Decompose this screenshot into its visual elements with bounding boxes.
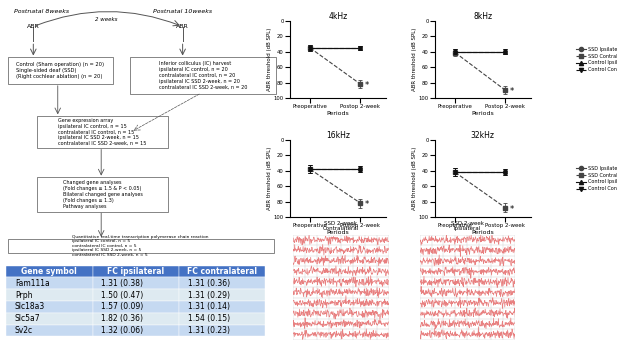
Title: 4kHz: 4kHz: [328, 12, 347, 21]
Text: Control (Sham operation) (n = 20)
Single-sided deaf (SSD)
(Right cochlear ablati: Control (Sham operation) (n = 20) Single…: [17, 62, 104, 79]
Text: Gene expression array
ipsilateral IC control, n = 15
contralateral IC control, n: Gene expression array ipsilateral IC con…: [59, 118, 147, 146]
Text: ABR: ABR: [27, 24, 39, 29]
X-axis label: Periods: Periods: [326, 111, 349, 116]
Y-axis label: ABR threshold (dB SPL): ABR threshold (dB SPL): [267, 147, 272, 210]
FancyBboxPatch shape: [130, 57, 276, 94]
Title: 8kHz: 8kHz: [473, 12, 492, 21]
X-axis label: Periods: Periods: [471, 230, 494, 235]
FancyBboxPatch shape: [38, 177, 168, 211]
Text: Changed gene analyses
(Fold changes ≥ 1.5 & P < 0.05)
Bilateral changed gene ana: Changed gene analyses (Fold changes ≥ 1.…: [62, 180, 143, 209]
Text: Inferior colliculus (IC) harvest
ipsilateral IC control, n = 20
contralateral IC: Inferior colliculus (IC) harvest ipsilat…: [159, 62, 247, 90]
X-axis label: Periods: Periods: [471, 111, 494, 116]
Legend: SSD Ipsilateral, SSD Contralateral, Control Ipsilateral, Control Contralateral: SSD Ipsilateral, SSD Contralateral, Cont…: [576, 166, 617, 191]
FancyBboxPatch shape: [7, 239, 273, 253]
Text: *: *: [365, 200, 369, 209]
Text: ABR: ABR: [176, 24, 189, 29]
Text: *: *: [510, 88, 514, 96]
Y-axis label: ABR threshold (dB SPL): ABR threshold (dB SPL): [267, 28, 272, 91]
Text: SSD 2-week
Contralateral: SSD 2-week Contralateral: [323, 220, 359, 231]
Title: 16kHz: 16kHz: [326, 131, 350, 140]
Text: Postnatal 8weeks: Postnatal 8weeks: [14, 9, 69, 14]
Legend: SSD Ipsilateral, SSD Contralateral, Control Ipsilateral, Control Contralateral: SSD Ipsilateral, SSD Contralateral, Cont…: [576, 47, 617, 72]
FancyBboxPatch shape: [7, 57, 114, 84]
Text: Quantitative real-time transcription polymerase chain reaction
ipsilateral IC co: Quantitative real-time transcription pol…: [72, 234, 209, 257]
X-axis label: Periods: Periods: [326, 230, 349, 235]
FancyBboxPatch shape: [38, 116, 168, 148]
Y-axis label: ABR threshold (dB SPL): ABR threshold (dB SPL): [412, 147, 417, 210]
Text: *: *: [510, 205, 514, 214]
Text: *: *: [365, 81, 369, 90]
Y-axis label: ABR threshold (dB SPL): ABR threshold (dB SPL): [412, 28, 417, 91]
Text: 2 weeks: 2 weeks: [96, 17, 118, 22]
Title: 32kHz: 32kHz: [471, 131, 495, 140]
Text: SSD 2-week
Ipsilateral: SSD 2-week Ipsilateral: [451, 220, 484, 231]
Text: Postnatal 10weeks: Postnatal 10weeks: [153, 9, 212, 14]
